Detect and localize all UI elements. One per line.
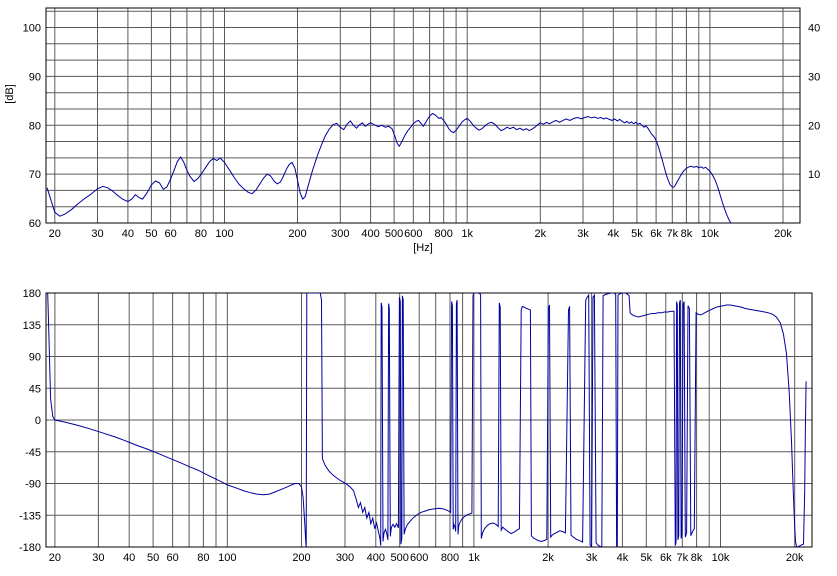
x-tick-label: 60 — [166, 552, 178, 564]
x-tick-label: 1k — [461, 228, 473, 240]
x-tick-label: 200 — [292, 552, 310, 564]
x-tick-label: 600 — [410, 552, 428, 564]
phase-chart: 20 30 40 50 60 80 100 200 300 400 500 600 800 1k 2k 3k 4… — [19, 288, 813, 564]
right-y-tick-label: 10 — [808, 169, 820, 181]
magnitude-chart: 20 30 40 50 60 80 100 200 300 400 500 600 800 1k 2k 3k 4… — [4, 7, 820, 254]
x-tick-label: 4k — [607, 228, 619, 240]
right-y-tick-label: 30 — [808, 71, 820, 83]
x-tick-label: 300 — [331, 228, 349, 240]
y-tick-label: 80 — [29, 120, 41, 132]
y-tick-label: 100 — [23, 23, 41, 35]
x-tick-label: 8k — [691, 552, 703, 564]
x-tick-label: 3k — [586, 552, 598, 564]
x-tick-label: 500 — [385, 228, 403, 240]
x-tick-label: 100 — [215, 228, 233, 240]
x-axis-title: [Hz] — [413, 242, 433, 254]
x-tick-label: 10k — [701, 228, 719, 240]
x-tick-label: 800 — [435, 228, 453, 240]
x-tick-label: 6k — [650, 228, 662, 240]
x-tick-label: 40 — [122, 228, 134, 240]
y-tick-label: 180 — [23, 288, 41, 300]
y-tick-label: 45 — [29, 383, 41, 395]
x-tick-label: 4k — [617, 552, 629, 564]
y-tick-label: -180 — [19, 542, 41, 554]
x-tick-label: 400 — [361, 228, 379, 240]
x-tick-label: 7k — [676, 552, 688, 564]
x-tick-label: 30 — [91, 228, 103, 240]
phase-trace — [47, 293, 807, 547]
y-tick-label: -90 — [25, 479, 41, 491]
y-axis-title: [dB] — [4, 84, 16, 104]
plot-frame — [45, 292, 813, 548]
x-tick-label: 50 — [147, 552, 159, 564]
x-tick-label: 6k — [660, 552, 672, 564]
plot-frame — [45, 7, 801, 224]
x-tick-label: 60 — [164, 228, 176, 240]
x-tick-label: 400 — [367, 552, 385, 564]
x-tick-label: 5k — [640, 552, 652, 564]
x-tick-label: 50 — [145, 228, 157, 240]
x-tick-label: 500 — [391, 552, 409, 564]
right-y-tick-label: 40 — [808, 23, 820, 35]
right-y-tick-label: 20 — [808, 120, 820, 132]
y-tick-label: -45 — [25, 447, 41, 459]
x-tick-label: 3k — [577, 228, 589, 240]
y-tick-label: 60 — [29, 218, 41, 230]
x-tick-label: 300 — [336, 552, 354, 564]
x-tick-label: 100 — [218, 552, 236, 564]
magnitude-trace — [46, 112, 732, 223]
y-tick-label: 90 — [29, 71, 41, 83]
x-tick-label: 2k — [534, 228, 546, 240]
y-tick-label: 90 — [29, 352, 41, 364]
x-tick-label: 2k — [542, 552, 554, 564]
x-tick-label: 600 — [404, 228, 422, 240]
x-tick-label: 7k — [666, 228, 678, 240]
x-tick-label: 20k — [786, 552, 804, 564]
x-tick-label: 200 — [288, 228, 306, 240]
x-tick-label: 40 — [123, 552, 135, 564]
x-tick-label: 80 — [197, 552, 209, 564]
y-tick-label: 70 — [29, 169, 41, 181]
y-tick-label: 0 — [35, 415, 41, 427]
x-tick-label: 20 — [49, 552, 61, 564]
x-tick-label: 10k — [712, 552, 730, 564]
x-tick-label: 80 — [195, 228, 207, 240]
x-tick-label: 5k — [631, 228, 643, 240]
x-tick-label: 30 — [92, 552, 104, 564]
x-tick-label: 8k — [681, 228, 693, 240]
y-tick-label: 135 — [23, 320, 41, 332]
y-tick-label: -135 — [19, 510, 41, 522]
x-tick-label: 20k — [774, 228, 792, 240]
x-tick-label: 1k — [468, 552, 480, 564]
x-tick-label: 20 — [49, 228, 61, 240]
x-tick-label: 800 — [441, 552, 459, 564]
